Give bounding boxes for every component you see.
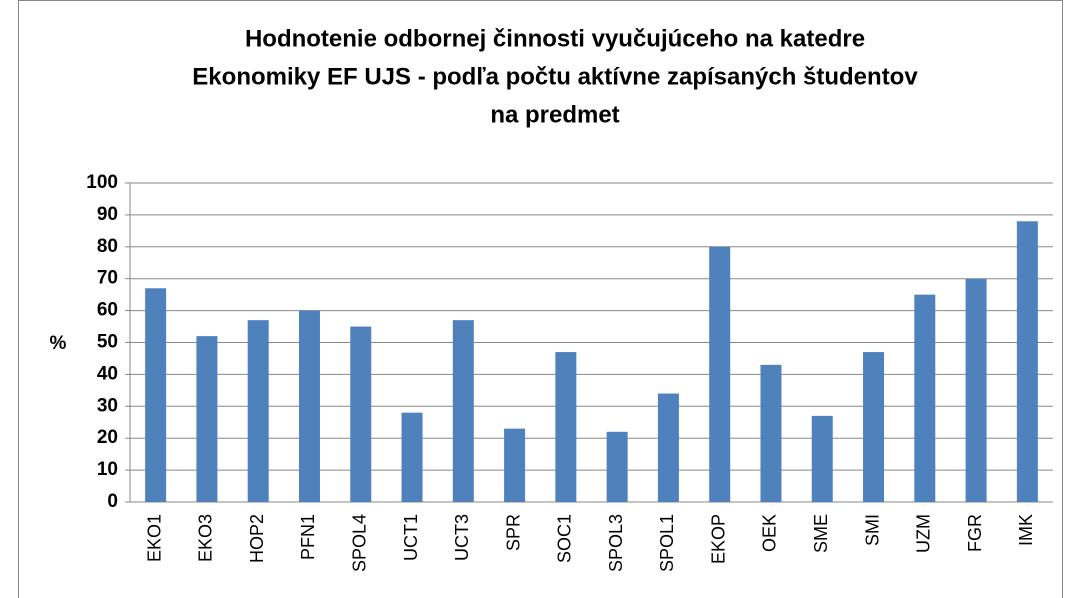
chart-frame [18, 0, 1063, 598]
x-tick-label: SPR [503, 514, 523, 551]
y-tick-label: 30 [97, 395, 118, 416]
y-tick-label: 70 [97, 268, 118, 289]
bar [760, 364, 782, 502]
y-tick-label: 40 [97, 363, 118, 384]
x-tick-label: SPOL3 [606, 514, 626, 572]
y-tick-label: 60 [97, 300, 118, 321]
bar [657, 393, 679, 502]
bar [965, 278, 987, 502]
bar [298, 310, 320, 502]
x-tick-label: SMI [862, 514, 882, 546]
x-tick-label: OEK [760, 514, 780, 552]
bar [196, 336, 218, 502]
x-tick-label: IMK [1016, 514, 1036, 546]
bar [709, 246, 731, 502]
y-tick-label: 90 [97, 204, 118, 225]
x-tick-label: SPOL4 [350, 514, 370, 572]
bar [247, 320, 269, 502]
bar [863, 352, 885, 502]
x-tick-label: FGR [965, 514, 985, 552]
bar [555, 352, 577, 502]
y-tick-label: 10 [97, 459, 118, 480]
y-tick-label: 100 [86, 172, 118, 193]
y-tick-label: 20 [97, 427, 118, 448]
y-tick-label: 0 [107, 491, 118, 512]
bar [1016, 221, 1038, 502]
x-tick-label: UCT3 [452, 514, 472, 561]
bar [811, 415, 833, 502]
bar [401, 412, 423, 502]
x-tick-label: UCT1 [401, 514, 421, 561]
x-tick-label: PFN1 [298, 514, 318, 560]
chart-title: na predmet [490, 101, 619, 128]
y-tick-label: 50 [97, 332, 118, 353]
y-axis-label: % [50, 333, 67, 354]
x-tick-label: SOC1 [555, 514, 575, 563]
chart-title: Hodnotenie odbornej činnosti vyučujúceho… [245, 25, 865, 52]
x-tick-label: EKO1 [144, 514, 164, 562]
x-tick-label: SME [811, 514, 831, 553]
bar [350, 326, 372, 502]
bar [606, 431, 628, 502]
x-tick-label: EKO3 [196, 514, 216, 562]
bar [145, 288, 167, 502]
x-tick-label: SPOL1 [657, 514, 677, 572]
bar [914, 294, 936, 502]
x-tick-label: UZM [914, 514, 934, 553]
x-tick-label: EKOP [708, 514, 728, 564]
bar [504, 428, 526, 502]
chart-title: Ekonomiky EF UJS - podľa počtu aktívne z… [192, 63, 918, 90]
y-tick-label: 80 [97, 236, 118, 257]
bar [452, 320, 474, 502]
x-tick-label: HOP2 [247, 514, 267, 563]
